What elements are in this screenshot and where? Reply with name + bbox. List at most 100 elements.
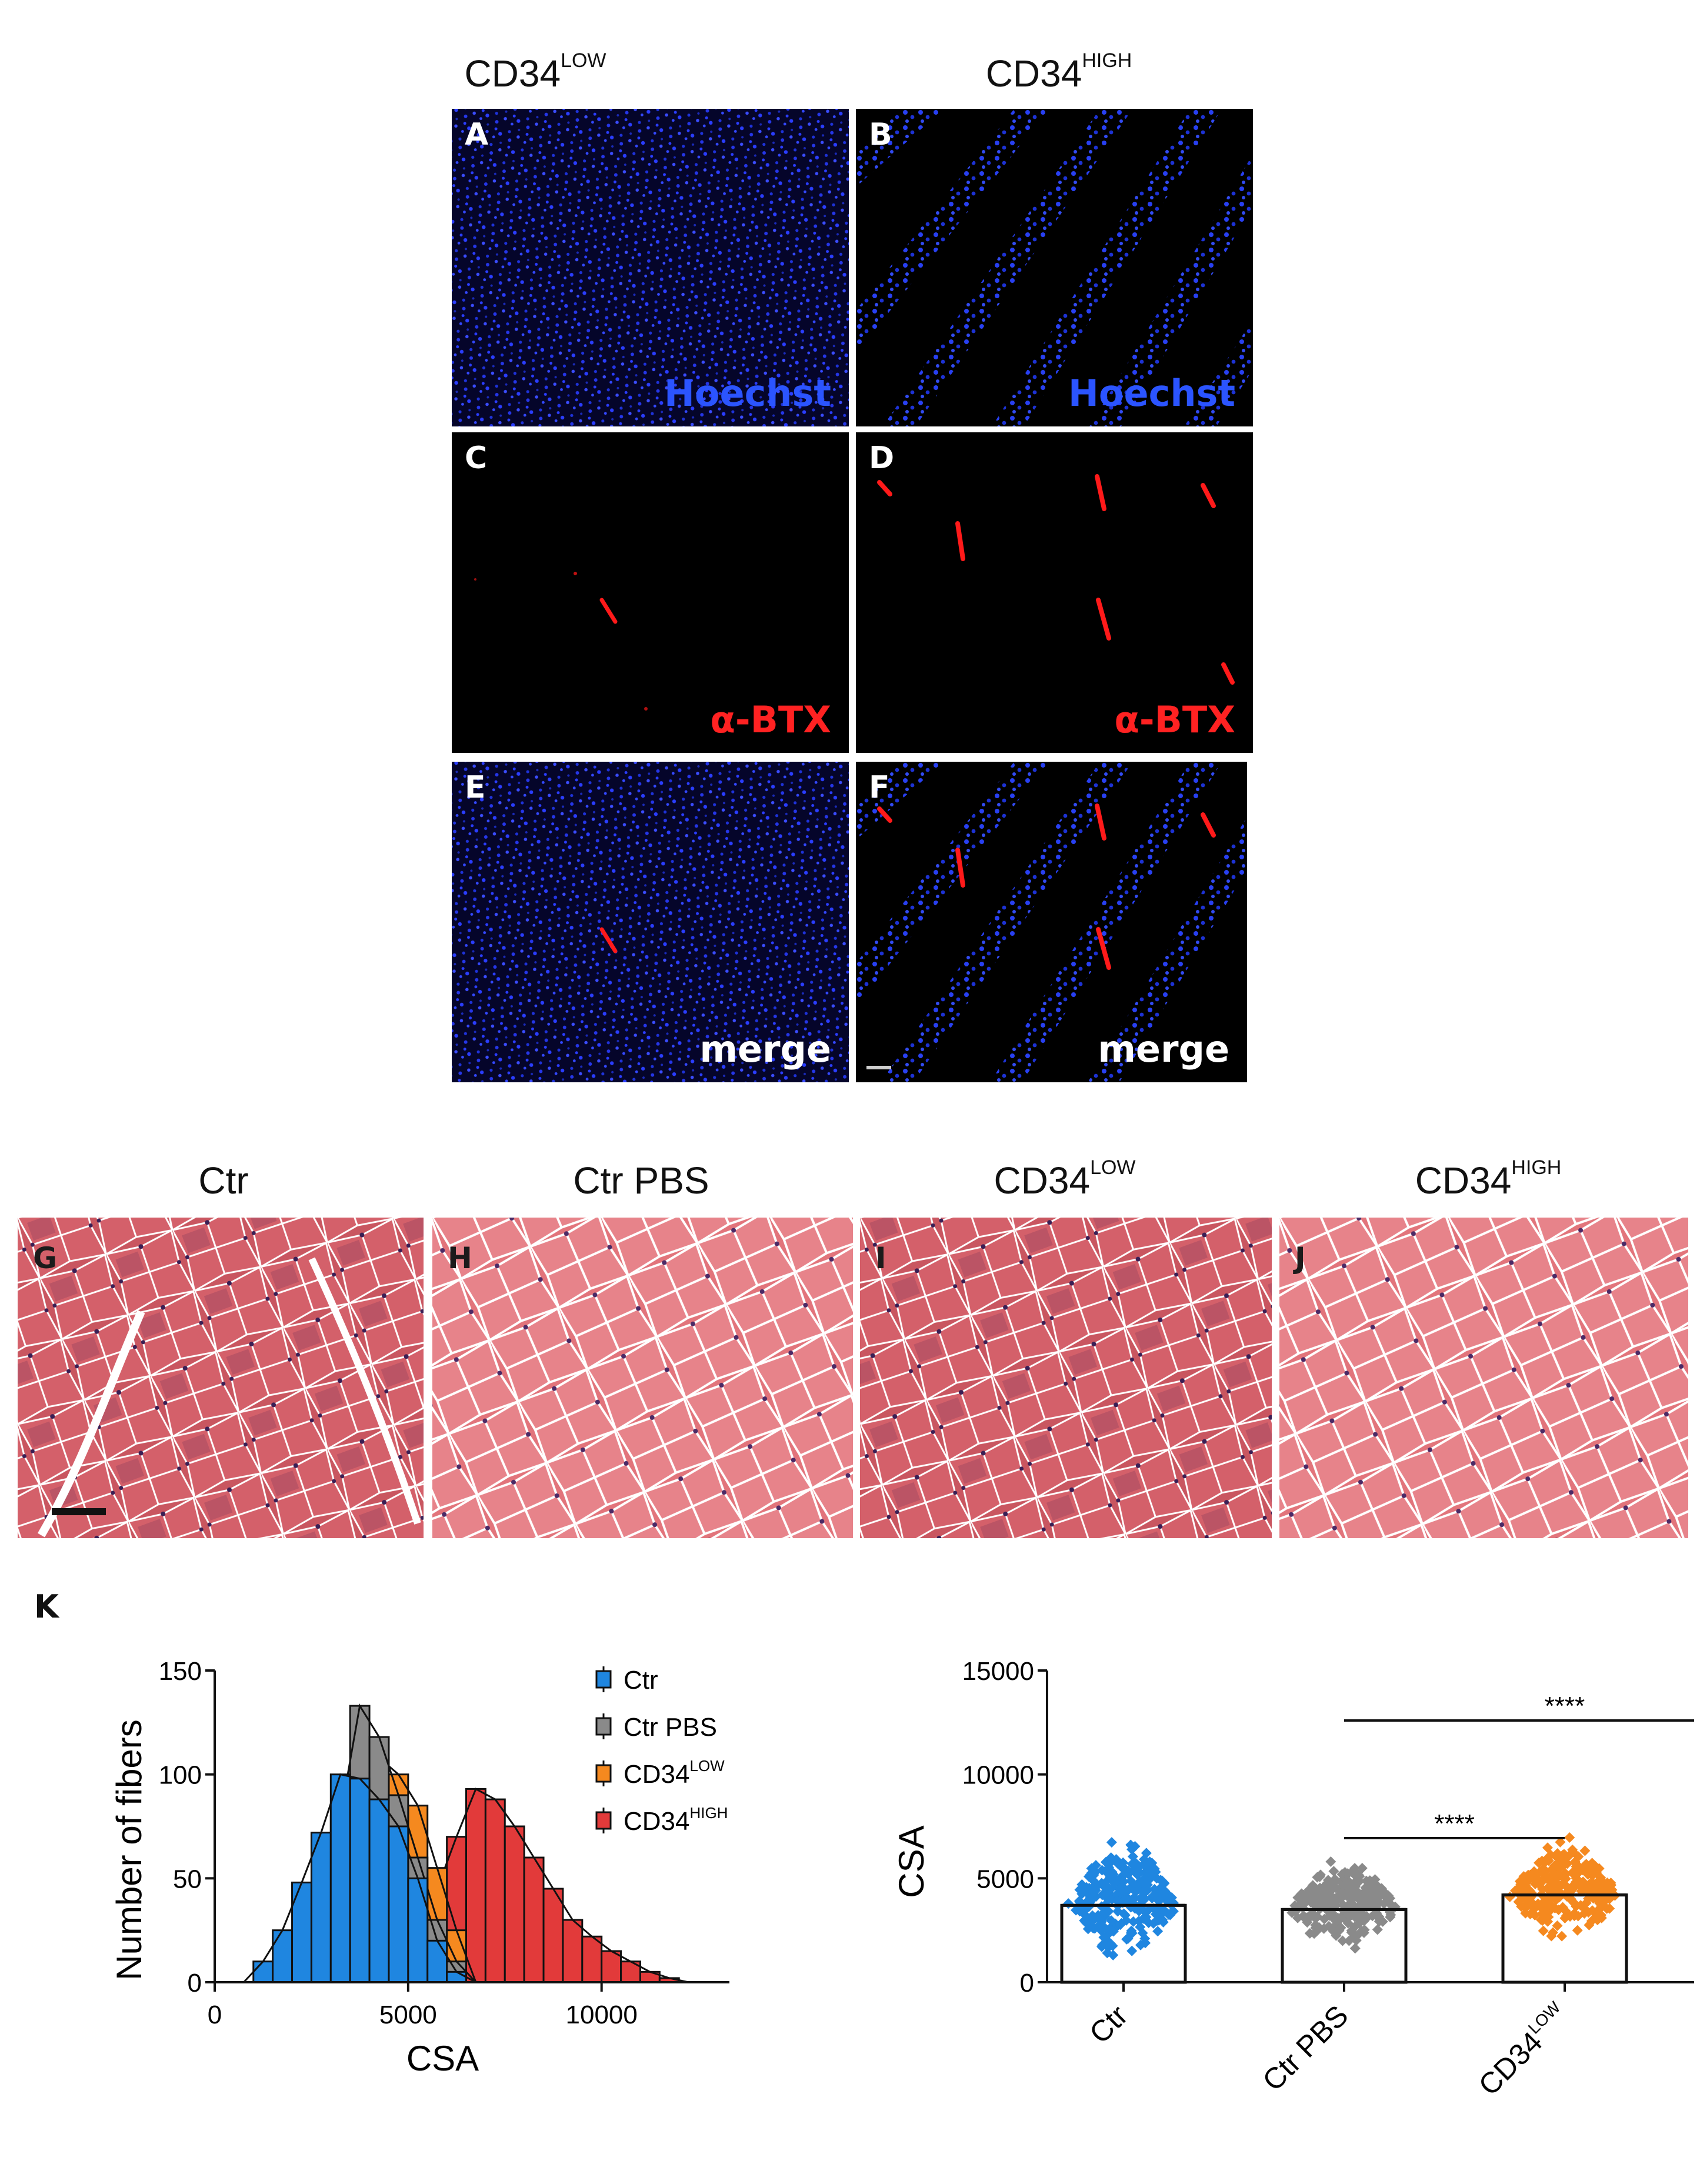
data-point (1532, 1898, 1544, 1909)
data-point (1082, 1923, 1094, 1935)
x-tick-label: CD34LOW (1471, 1998, 1575, 2102)
data-point (1592, 1894, 1603, 1905)
data-point (1566, 1868, 1578, 1879)
hist-bar (272, 1929, 294, 1983)
data-point (1128, 1893, 1139, 1904)
data-point (1349, 1943, 1361, 1954)
data-point (1539, 1858, 1550, 1869)
data-point (1156, 1875, 1168, 1886)
data-point (1112, 1858, 1124, 1869)
legend-label: Ctr PBS (624, 1713, 717, 1742)
data-point (1361, 1910, 1372, 1922)
data-point (1136, 1876, 1147, 1888)
x-tick-label: CD34HIGH (1689, 1998, 1694, 2105)
hist-bar (388, 1825, 409, 1983)
data-point (1328, 1898, 1339, 1909)
data-point (1328, 1866, 1339, 1877)
data-point (1096, 1924, 1107, 1935)
data-point (1537, 1908, 1548, 1919)
data-point (1602, 1879, 1613, 1890)
data-point (1586, 1858, 1598, 1869)
he-title-low: CD34LOW (994, 1156, 1136, 1202)
data-point (1134, 1906, 1145, 1917)
data-point (1384, 1898, 1395, 1909)
hist-bar (484, 1798, 506, 1983)
x-tick-label: Ctr (1083, 1999, 1134, 2050)
data-point (1569, 1856, 1581, 1868)
hist-bar (601, 1950, 622, 1983)
merge-image (856, 762, 1247, 1082)
data-point (1087, 1910, 1098, 1921)
y-tick-label: 0 (188, 1969, 202, 1998)
hist-bar (581, 1935, 603, 1983)
data-point (1349, 1876, 1361, 1888)
data-point (1569, 1882, 1580, 1893)
channel-label: α-BTX (710, 698, 831, 741)
data-point (1351, 1911, 1362, 1922)
y-tick-label: 0 (1020, 1969, 1034, 1998)
data-point (1118, 1857, 1129, 1868)
data-point (1142, 1885, 1153, 1896)
data-point (1592, 1914, 1604, 1925)
data-points (1286, 1856, 1401, 1954)
data-point (1085, 1913, 1096, 1924)
y-axis-title: Number of fibers (109, 1719, 149, 1980)
panel-label: D (869, 441, 895, 476)
data-point (1336, 1869, 1348, 1880)
data-point (1321, 1878, 1332, 1889)
data-point (1518, 1871, 1529, 1882)
data-point (1126, 1844, 1138, 1855)
panel-j-he-high: J (1279, 1218, 1688, 1538)
data-point (1567, 1844, 1578, 1855)
category-0 (1060, 1837, 1187, 1984)
data-point (1560, 1905, 1571, 1916)
y-axis-title: CSA (892, 1825, 931, 1898)
hist-outline (398, 1788, 689, 1983)
data-point (1349, 1863, 1361, 1874)
legend-swatch (595, 1811, 612, 1830)
y-tick-label: 5000 (976, 1865, 1034, 1893)
data-point (1592, 1876, 1604, 1888)
data-point (1125, 1839, 1136, 1850)
y-tick-label: 15000 (962, 1657, 1034, 1686)
data-point (1344, 1935, 1355, 1946)
data-point (1324, 1920, 1335, 1932)
data-points (1063, 1837, 1179, 1960)
data-point (1150, 1866, 1161, 1878)
data-point (1089, 1880, 1100, 1892)
data-point (1111, 1876, 1122, 1887)
data-point (1324, 1894, 1335, 1905)
data-point (1309, 1928, 1320, 1939)
data-point (1369, 1899, 1381, 1910)
data-point (1371, 1892, 1382, 1903)
data-point (1525, 1909, 1536, 1920)
data-point (1104, 1938, 1115, 1949)
data-point (1529, 1879, 1541, 1890)
if-col-title-low: CD34LOW (464, 49, 606, 95)
data-point (1345, 1886, 1356, 1898)
data-point (1299, 1912, 1310, 1923)
hist-bar (562, 1919, 584, 1983)
data-point (1128, 1916, 1139, 1927)
legend-item: CD34HIGH (595, 1804, 728, 1836)
panel-a-hoechst-low: A Hoechst (452, 109, 849, 426)
data-point (1556, 1879, 1568, 1890)
channel-label: Hoechst (1068, 372, 1235, 415)
data-point (1096, 1940, 1108, 1951)
data-point (1509, 1885, 1521, 1896)
data-point (1554, 1886, 1565, 1898)
data-point (1536, 1883, 1548, 1895)
panel-label: J (1295, 1241, 1306, 1275)
legend-item: Ctr PBS (595, 1713, 717, 1742)
category-1 (1281, 1856, 1408, 1984)
x-tick-label: 0 (208, 2000, 222, 2029)
data-point (1106, 1837, 1117, 1848)
data-point (1559, 1912, 1571, 1923)
data-point (1549, 1869, 1561, 1880)
data-point (1548, 1880, 1559, 1891)
data-point (1121, 1886, 1132, 1898)
panel-label: F (869, 770, 890, 805)
panel-k-label: K (34, 1588, 59, 1625)
panel-e-merge-low: E merge (452, 762, 849, 1082)
hist-bar (368, 1798, 390, 1983)
